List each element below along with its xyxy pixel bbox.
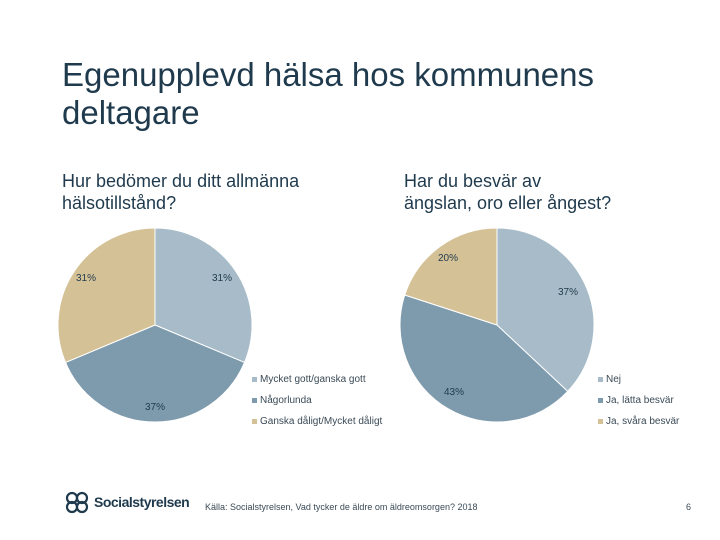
pie-2-legend-label-1: Nej bbox=[606, 374, 621, 385]
pie-1-legend-swatch-3 bbox=[252, 419, 257, 424]
slide-title-line-1: Egenupplevd hälsa hos kommunens bbox=[62, 56, 595, 93]
logo-mark-icon bbox=[65, 491, 89, 514]
chart-1-title-line-1: Hur bedömer du ditt allmänna bbox=[62, 171, 300, 191]
pie-chart-health: 31% 37% 31% Mycket gott/ganska gott Någorlun… bbox=[57, 227, 383, 427]
pie-2-label-1: 37% bbox=[558, 287, 578, 298]
chart-1-title-line-2: hälsotillstånd? bbox=[62, 193, 177, 213]
pie-1-slice-3 bbox=[57, 227, 156, 364]
pie-2-slice-3 bbox=[404, 227, 498, 326]
source-citation: Källa: Socialstyrelsen, Vad tycker de äl… bbox=[205, 502, 478, 512]
slide-title-line-2: deltagare bbox=[62, 94, 200, 131]
pie-1-slice-1 bbox=[154, 227, 253, 364]
pie-1-label-2: 37% bbox=[145, 402, 165, 413]
pie-2-legend-label-2: Ja, lätta besvär bbox=[606, 395, 674, 406]
socialstyrelsen-logo: Socialstyrelsen bbox=[64, 487, 190, 517]
pie-1-legend-swatch-2 bbox=[252, 398, 257, 403]
slide-title: Egenupplevd hälsa hos kommunens deltagar… bbox=[62, 56, 682, 132]
pie-chart-anxiety: 37% 43% 20% Nej Ja, lätta besvär Ja, svåra be… bbox=[399, 227, 680, 427]
chart-2-title: Har du besvär av ängslan, oro eller ånge… bbox=[404, 170, 704, 214]
pie-1-legend-label-2: Någorlunda bbox=[260, 394, 312, 406]
chart-2-title-line-1: Har du besvär av bbox=[404, 171, 542, 191]
pie-1-label-3: 31% bbox=[76, 273, 96, 284]
pie-2-label-3: 20% bbox=[438, 253, 458, 264]
chart-1-title: Hur bedömer du ditt allmänna hälsotillst… bbox=[62, 170, 362, 214]
pie-2-slice-1 bbox=[496, 227, 595, 393]
logo-text: Socialstyrelsen bbox=[94, 494, 190, 510]
chart-2-title-line-2: ängslan, oro eller ångest? bbox=[404, 193, 612, 213]
pie-1-slice-2 bbox=[64, 324, 246, 423]
pie-2-slice-2 bbox=[399, 294, 569, 423]
pie-2-legend-swatch-3 bbox=[598, 419, 603, 424]
pie-1-legend-label-3: Ganska dåligt/Mycket dåligt bbox=[260, 415, 383, 427]
pie-1-legend-label-1: Mycket gott/ganska gott bbox=[260, 374, 366, 385]
pie-2-legend-swatch-1 bbox=[598, 377, 603, 382]
page-number: 6 bbox=[686, 502, 692, 512]
pie-2-label-2: 43% bbox=[444, 387, 464, 398]
pie-1-legend-swatch-1 bbox=[252, 377, 257, 382]
pie-2-legend-swatch-2 bbox=[598, 398, 603, 403]
pie-2-legend-label-3: Ja, svåra besvär bbox=[606, 415, 680, 427]
pie-1-label-1: 31% bbox=[212, 273, 232, 284]
